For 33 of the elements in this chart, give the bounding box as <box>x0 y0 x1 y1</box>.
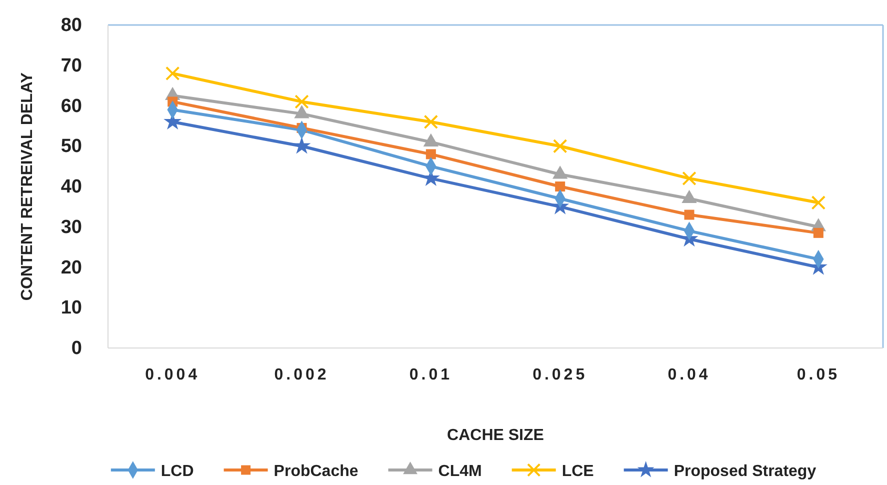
legend-label: LCE <box>562 463 594 480</box>
point <box>682 171 696 186</box>
legend-label: LCD <box>160 463 194 480</box>
point <box>555 182 566 192</box>
y-tick-label: 80 <box>60 15 82 36</box>
point <box>813 228 824 238</box>
y-tick-label: 50 <box>60 136 82 158</box>
x-tick-label: 0.01 <box>409 366 452 384</box>
y-axis-title: CONTENT RETREIVAL DELAY <box>19 72 36 301</box>
point <box>292 136 311 154</box>
y-tick-label: 40 <box>60 176 82 198</box>
y-tick-label: 30 <box>60 216 82 238</box>
y-tick-label: 0 <box>71 338 82 360</box>
x-axis-title: CACHE SIZE <box>447 427 544 444</box>
legend-label: Proposed Strategy <box>674 463 816 480</box>
point <box>552 138 568 154</box>
y-tick-label: 10 <box>60 298 82 319</box>
point <box>165 66 180 81</box>
x-tick-label: 0.004 <box>145 366 200 384</box>
point <box>684 210 694 220</box>
point <box>426 149 436 160</box>
point <box>811 196 826 210</box>
point <box>424 114 438 130</box>
legend-label: ProbCache <box>274 463 358 480</box>
x-tick-label: 0.025 <box>532 366 588 384</box>
x-tick-label: 0.04 <box>668 366 711 384</box>
y-tick-label: 60 <box>60 96 82 117</box>
y-tick-label: 20 <box>60 257 82 278</box>
x-tick-label: 0.002 <box>274 366 330 384</box>
point <box>294 94 309 109</box>
x-tick-label: 0.05 <box>796 366 840 384</box>
y-tick-label: 70 <box>60 55 82 76</box>
legend-label: CL4M <box>438 463 482 480</box>
